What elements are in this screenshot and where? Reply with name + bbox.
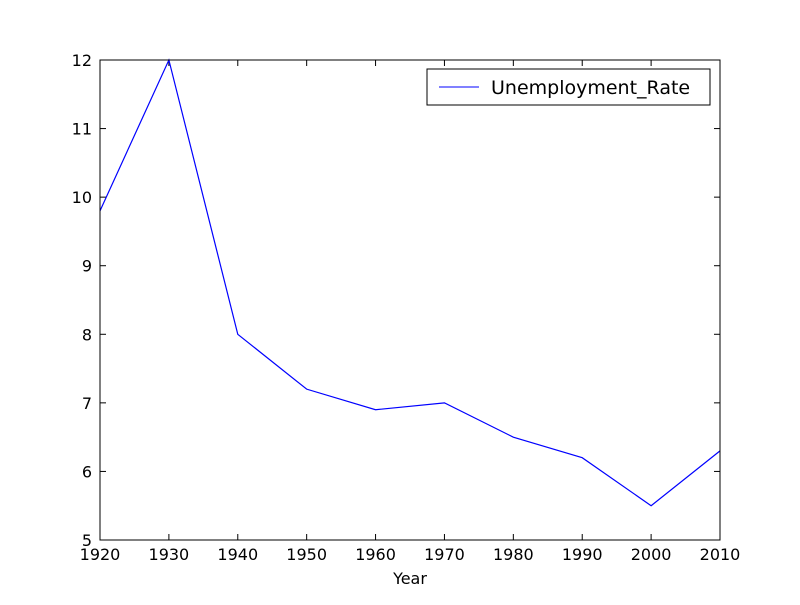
- x-axis-title: Year: [392, 569, 427, 588]
- y-tick-label: 9: [82, 257, 92, 276]
- x-tick-label: 1920: [80, 545, 121, 564]
- x-tick-label: 1940: [217, 545, 258, 564]
- x-tick-label: 2000: [631, 545, 672, 564]
- x-tick-label: 2010: [700, 545, 741, 564]
- y-tick-label: 10: [72, 188, 92, 207]
- x-tick-label: 1950: [286, 545, 327, 564]
- ticks-layer: 1920 1930 1940 1950 1960 1970 1980 1990 2000 2010…: [72, 51, 741, 564]
- y-tick-label: 8: [82, 325, 92, 344]
- x-tick-label: 1960: [355, 545, 396, 564]
- x-tick-label: 1930: [149, 545, 190, 564]
- x-tick-label: 1980: [493, 545, 534, 564]
- y-tick-label: 5: [82, 531, 92, 550]
- series-layer: [99, 58, 721, 507]
- y-tick-label: 7: [82, 394, 92, 413]
- y-tick-label: 12: [72, 51, 92, 70]
- y-tick-label: 6: [82, 462, 92, 481]
- legend-label: Unemployment_Rate: [491, 77, 690, 99]
- y-tick-label: 11: [72, 120, 92, 139]
- series-line-unemployment-rate: [99, 58, 721, 507]
- legend: Unemployment_Rate: [426, 68, 711, 106]
- plot-area-frame: [99, 59, 721, 541]
- x-tick-label: 1970: [424, 545, 465, 564]
- x-tick-label: 1990: [562, 545, 603, 564]
